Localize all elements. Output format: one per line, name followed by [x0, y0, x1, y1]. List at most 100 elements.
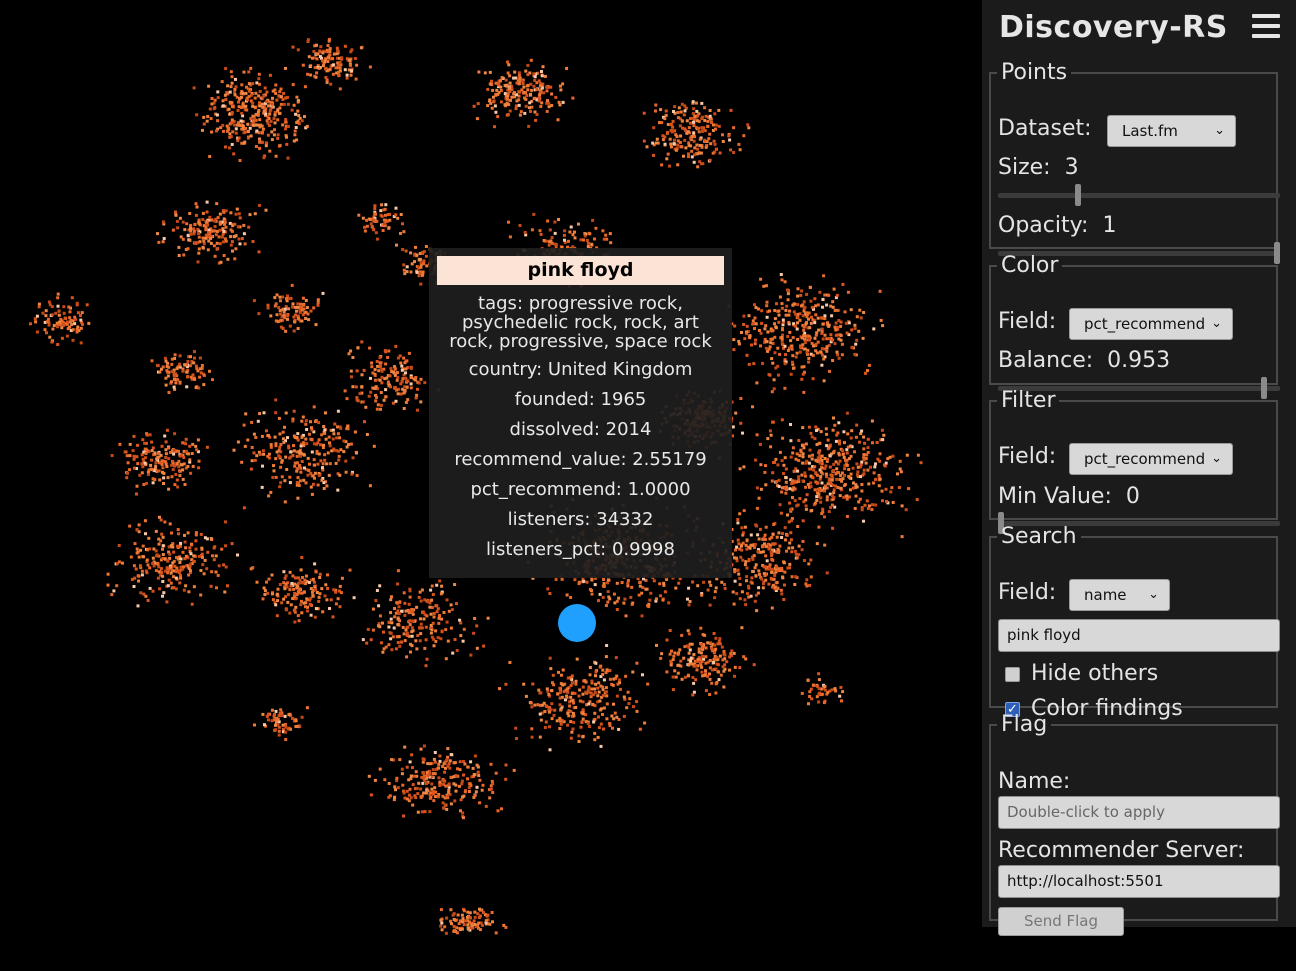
scatter-point[interactable]	[336, 472, 340, 476]
scatter-point[interactable]	[747, 314, 751, 318]
scatter-point[interactable]	[821, 322, 825, 326]
scatter-point[interactable]	[191, 464, 195, 468]
scatter-point[interactable]	[587, 685, 591, 689]
scatter-point[interactable]	[558, 696, 562, 700]
scatter-point[interactable]	[798, 312, 802, 316]
scatter-point[interactable]	[780, 418, 784, 422]
scatter-point[interactable]	[807, 562, 811, 566]
scatter-point[interactable]	[593, 731, 597, 735]
scatter-point[interactable]	[402, 367, 406, 371]
scatter-point[interactable]	[599, 744, 603, 748]
scatter-point[interactable]	[291, 45, 295, 49]
scatter-point[interactable]	[194, 531, 198, 535]
scatter-point[interactable]	[425, 614, 429, 618]
scatter-point[interactable]	[409, 796, 413, 800]
scatter-point[interactable]	[692, 664, 696, 668]
scatter-point[interactable]	[213, 219, 217, 223]
scatter-point[interactable]	[229, 85, 233, 89]
scatter-point[interactable]	[801, 372, 805, 376]
scatter-point[interactable]	[160, 463, 164, 466]
scatter-point[interactable]	[73, 315, 77, 319]
scatter-point[interactable]	[814, 349, 818, 353]
scatter-point[interactable]	[671, 576, 675, 580]
scatter-point[interactable]	[132, 434, 136, 438]
scatter-point[interactable]	[741, 533, 745, 537]
scatter-point[interactable]	[250, 459, 254, 463]
scatter-point[interactable]	[635, 700, 639, 704]
scatter-point[interactable]	[76, 325, 80, 329]
scatter-point[interactable]	[125, 454, 129, 458]
scatter-point[interactable]	[170, 544, 174, 547]
scatter-point[interactable]	[568, 230, 572, 234]
scatter-point[interactable]	[405, 359, 409, 363]
scatter-point[interactable]	[733, 665, 737, 669]
scatter-point[interactable]	[251, 240, 255, 243]
scatter-point[interactable]	[158, 515, 161, 519]
scatter-point[interactable]	[571, 96, 575, 100]
scatter-point[interactable]	[210, 218, 214, 222]
scatter-point[interactable]	[549, 85, 553, 89]
scatter-point[interactable]	[845, 451, 849, 455]
scatter-point[interactable]	[777, 569, 781, 572]
scatter-point[interactable]	[395, 601, 399, 605]
scatter-point[interactable]	[144, 569, 148, 573]
scatter-point[interactable]	[333, 422, 337, 426]
scatter-point[interactable]	[569, 684, 573, 688]
scatter-point[interactable]	[387, 782, 391, 785]
scatter-point[interactable]	[255, 129, 259, 133]
scatter-point[interactable]	[673, 105, 677, 109]
scatter-point[interactable]	[230, 143, 234, 146]
scatter-point[interactable]	[745, 539, 749, 543]
scatter-point[interactable]	[249, 117, 253, 120]
scatter-point[interactable]	[574, 682, 578, 686]
scatter-point[interactable]	[238, 216, 242, 220]
scatter-point[interactable]	[510, 86, 514, 90]
scatter-point[interactable]	[301, 313, 305, 317]
scatter-point[interactable]	[327, 37, 331, 41]
scatter-point[interactable]	[547, 708, 551, 712]
scatter-point[interactable]	[477, 774, 481, 777]
scatter-point[interactable]	[194, 444, 198, 448]
scatter-point[interactable]	[253, 723, 256, 727]
scatter-point[interactable]	[468, 920, 471, 924]
scatter-point[interactable]	[590, 578, 594, 582]
scatter-point[interactable]	[321, 468, 325, 472]
scatter-point[interactable]	[87, 321, 91, 325]
scatter-point[interactable]	[713, 596, 717, 600]
scatter-point[interactable]	[398, 644, 402, 648]
scatter-point[interactable]	[369, 793, 373, 797]
scatter-point[interactable]	[765, 340, 769, 343]
scatter-point[interactable]	[302, 478, 306, 482]
scatter-point[interactable]	[296, 590, 300, 594]
scatter-point[interactable]	[402, 791, 406, 795]
scatter-point[interactable]	[177, 459, 181, 463]
scatter-point[interactable]	[56, 324, 59, 328]
scatter-point[interactable]	[317, 452, 321, 456]
scatter-point[interactable]	[162, 222, 166, 226]
scatter-point[interactable]	[818, 290, 822, 294]
scatter-point[interactable]	[571, 245, 575, 249]
scatter-point[interactable]	[444, 657, 448, 661]
scatter-point[interactable]	[800, 336, 804, 340]
scatter-point[interactable]	[526, 63, 530, 67]
scatter-point[interactable]	[154, 561, 158, 565]
scatter-point[interactable]	[749, 533, 753, 537]
scatter-point[interactable]	[194, 364, 198, 368]
scatter-point[interactable]	[407, 793, 411, 797]
scatter-point[interactable]	[742, 134, 746, 138]
scatter-point[interactable]	[228, 146, 231, 150]
scatter-point[interactable]	[167, 457, 171, 461]
scatter-point[interactable]	[599, 664, 603, 668]
scatter-point[interactable]	[524, 694, 528, 698]
scatter-point[interactable]	[237, 212, 241, 216]
scatter-point[interactable]	[552, 713, 556, 717]
scatter-point[interactable]	[293, 133, 297, 137]
scatter-point[interactable]	[763, 533, 767, 537]
scatter-point[interactable]	[288, 481, 292, 485]
scatter-point[interactable]	[139, 566, 143, 570]
scatter-point[interactable]	[128, 524, 132, 528]
scatter-point[interactable]	[568, 704, 572, 708]
scatter-point[interactable]	[691, 116, 695, 120]
scatter-point[interactable]	[400, 368, 404, 372]
scatter-point[interactable]	[283, 425, 286, 429]
